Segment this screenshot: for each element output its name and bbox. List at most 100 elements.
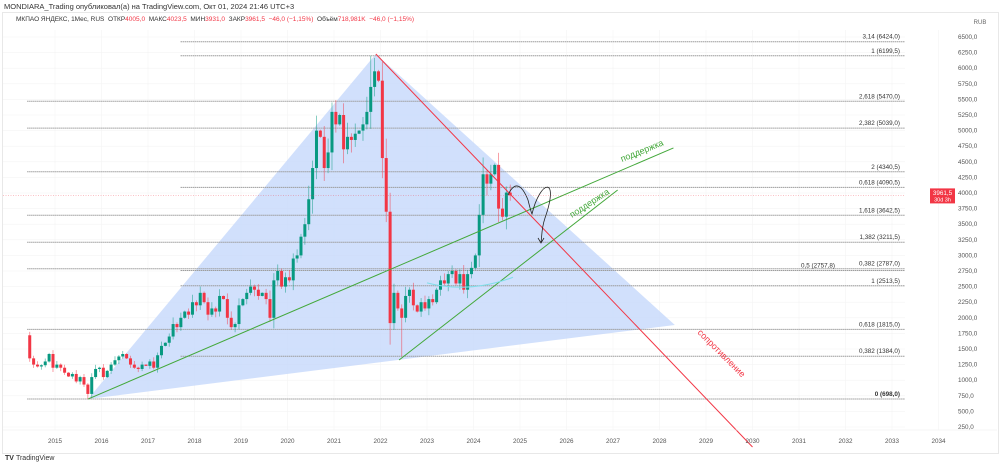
- support-label-2: поддержка: [568, 187, 611, 220]
- candle-down: [152, 361, 156, 368]
- price-axis-tick: 3750,0: [958, 206, 978, 213]
- price-axis-tick: 3000,0: [958, 252, 978, 259]
- candle-up: [299, 236, 303, 256]
- candle-down: [264, 292, 268, 300]
- candle-down: [318, 130, 322, 137]
- candle-up: [404, 295, 408, 318]
- fib-level-label: 0,618 (4090,5): [859, 179, 900, 186]
- candle-up: [295, 255, 299, 259]
- candle-up: [78, 377, 82, 382]
- candle-up: [303, 224, 307, 237]
- open-label: ОТКР: [108, 16, 126, 23]
- candle-up: [117, 356, 121, 361]
- price-axis-tick: 5500,0: [958, 96, 978, 103]
- candle-up: [427, 299, 431, 309]
- candle-down: [396, 292, 400, 309]
- fib-level-label: 3,14 (6424,0): [863, 34, 900, 41]
- candle-up: [249, 286, 253, 293]
- candle-down: [380, 80, 384, 159]
- candle-up: [140, 364, 144, 369]
- change-value: −46,0 (−1,15%): [268, 16, 314, 23]
- fib-level-label: 0,618 (1815,0): [859, 321, 900, 328]
- price-axis-tick: 4250,0: [958, 174, 978, 181]
- candle-up: [407, 289, 411, 296]
- candle-up: [148, 361, 152, 366]
- price-axis-tick: 5750,0: [958, 81, 978, 88]
- candle-down: [125, 353, 129, 359]
- price-axis-tick: 2750,0: [958, 268, 978, 275]
- time-axis-tick: 2021: [327, 438, 342, 445]
- candle-down: [415, 305, 419, 312]
- last-price-value: 3961,5: [933, 190, 953, 197]
- price-axis-tick: 2250,0: [958, 299, 978, 306]
- resistance-line: [375, 53, 753, 448]
- candle-down: [214, 308, 218, 312]
- candle-up: [357, 130, 361, 134]
- triangle-pattern: [88, 53, 675, 400]
- candle-up: [43, 361, 47, 366]
- candle-up: [466, 274, 470, 290]
- resistance-label: сопротивление: [696, 327, 748, 379]
- time-axis-tick: 2023: [420, 438, 435, 445]
- candle-down: [349, 136, 353, 140]
- candle-down: [462, 274, 466, 290]
- candle-down: [132, 364, 136, 368]
- candle-down: [74, 373, 78, 382]
- candle-up: [260, 292, 264, 296]
- candle-up: [245, 292, 249, 300]
- candle-down: [431, 299, 435, 303]
- candle-up: [504, 192, 508, 217]
- candle-down: [86, 384, 90, 394]
- candle-down: [322, 136, 326, 169]
- candle-up: [241, 299, 245, 306]
- time-axis-tick: 2022: [373, 438, 388, 445]
- price-axis-tick: 1000,0: [958, 377, 978, 384]
- forecast-arrow-path: [507, 185, 551, 243]
- candle-down: [128, 358, 132, 365]
- fib-level-label: 0,382 (2787,0): [859, 261, 900, 268]
- price-axis-tick: 500,0: [958, 408, 974, 415]
- candle-down: [202, 292, 206, 303]
- candle-up: [55, 364, 59, 368]
- price-axis-tick: 5000,0: [958, 128, 978, 135]
- candle-up: [353, 133, 357, 140]
- candle-up: [113, 360, 117, 365]
- candle-up: [233, 324, 237, 328]
- candle-up: [39, 365, 43, 367]
- candle-down: [376, 71, 380, 81]
- price-axis-tick: 4750,0: [958, 143, 978, 150]
- candle-up: [326, 152, 330, 169]
- candle-down: [175, 324, 179, 328]
- price-axis-tick: 1250,0: [958, 362, 978, 369]
- candle-up: [183, 311, 187, 318]
- time-axis-tick: 2020: [280, 438, 295, 445]
- publisher-line: MONDIARA_Trading опубликовал(а) на Tradi…: [4, 2, 295, 11]
- tradingview-logo-icon: TV: [5, 455, 14, 462]
- time-axis-tick: 2031: [792, 438, 807, 445]
- price-axis-tick: 3250,0: [958, 237, 978, 244]
- candle-up: [70, 373, 74, 377]
- time-axis-tick: 2017: [141, 438, 156, 445]
- candle-down: [256, 289, 260, 296]
- candle-up: [473, 255, 477, 268]
- price-axis-tick: 750,0: [958, 393, 974, 400]
- candle-up: [272, 280, 276, 318]
- price-axis-tick: 4000,0: [958, 190, 978, 197]
- candle-up: [373, 71, 377, 87]
- candle-up: [94, 368, 98, 378]
- candle-down: [400, 308, 404, 318]
- candle-up: [156, 355, 160, 368]
- candle-up: [314, 130, 318, 169]
- candle-up: [171, 324, 175, 337]
- support-line-1: [87, 147, 674, 400]
- candle-up: [345, 136, 349, 150]
- candle-down: [32, 358, 36, 365]
- volume-label: Объём: [317, 16, 338, 23]
- candle-down: [221, 295, 225, 300]
- candle-down: [35, 364, 39, 367]
- candle-down: [59, 364, 63, 368]
- fib-level-label: 0,5 (2757,8): [801, 263, 835, 270]
- candle-down: [454, 271, 458, 284]
- candle-down: [101, 367, 105, 378]
